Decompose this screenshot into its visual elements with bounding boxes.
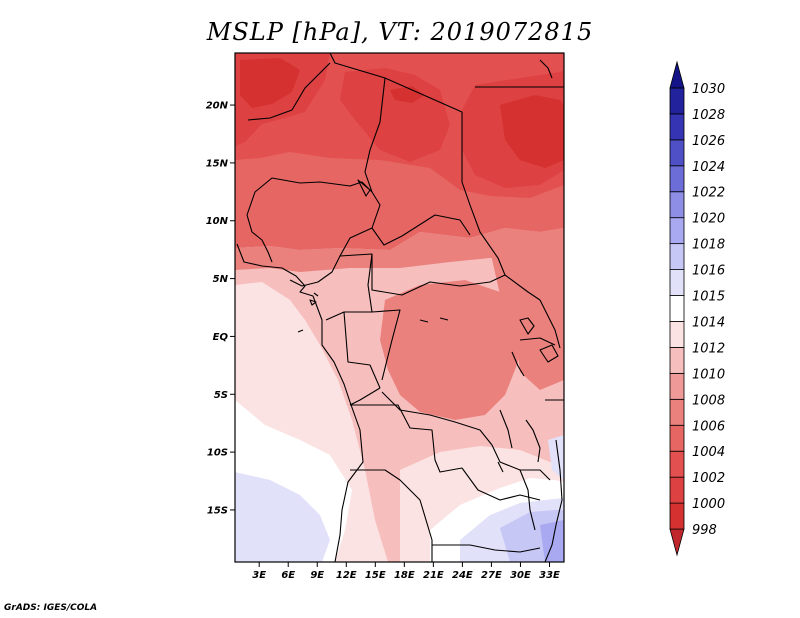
lon-tick-label: 15E: [365, 570, 386, 581]
lon-tick-label: 33E: [539, 570, 560, 581]
lat-tick-label: 5N: [213, 274, 229, 285]
colorbar-swatch: [669, 191, 685, 219]
colorbar-label: 1002: [692, 471, 725, 486]
pressure-field: [235, 53, 564, 562]
colorbar-swatch: [669, 269, 685, 296]
coastline: [236, 59, 563, 562]
lon-tick-label: 12E: [336, 570, 357, 581]
map-axes: 20N 15N 10N 5N EQ 5S 10S 15S 3E 6E 9E 12E 15E 18E 21E 2…: [206, 101, 560, 581]
colorbar-label: 1026: [692, 134, 725, 149]
colorbar-label: 1012: [692, 341, 725, 356]
colorbar-label: 1015: [692, 290, 725, 305]
lon-tick-label: 9E: [310, 570, 324, 581]
lat-tick-label: 10N: [206, 216, 229, 227]
colorbar-label: 1024: [692, 160, 725, 175]
lon-tick-label: 6E: [281, 570, 295, 581]
colorbar-swatch: [669, 139, 685, 167]
lon-tick-label: 27E: [481, 570, 502, 581]
lon-tick-label: 3E: [252, 570, 266, 581]
colorbar-swatch: [669, 476, 685, 504]
colorbar-swatch: [669, 528, 685, 557]
colorbar-label: 1014: [692, 315, 725, 330]
colorbar-label: 1020: [692, 212, 725, 227]
lon-tick-label: 30E: [510, 570, 531, 581]
colorbar-label: 1022: [692, 186, 725, 201]
colorbar-swatch: [669, 113, 685, 141]
colorbar-swatch: [669, 502, 685, 530]
colorbar-swatch: [669, 87, 685, 115]
lat-tick-label: 15N: [206, 158, 229, 169]
colorbar-label: 1004: [692, 445, 725, 460]
lat-tick-label: 20N: [206, 101, 229, 112]
colorbar-swatch: [669, 217, 685, 245]
colorbar-label: 1030: [692, 82, 725, 97]
country-borders: [246, 53, 564, 562]
lat-tick-label: EQ: [213, 332, 229, 343]
colorbar-swatch: [669, 450, 685, 478]
lat-tick-label: 5S: [214, 390, 228, 401]
colorbar-label: 1000: [692, 497, 725, 512]
lon-tick-label: 24E: [452, 570, 473, 581]
colorbar-swatch: [669, 165, 685, 193]
colorbar-swatch: [669, 398, 685, 426]
colorbar-swatch: [669, 295, 685, 322]
colorbar-swatch: [669, 424, 685, 452]
colorbar-swatch: [669, 321, 685, 348]
colorbar-label: 1018: [692, 238, 725, 253]
colorbar-label: 1008: [692, 393, 725, 408]
colorbar-swatch: [669, 60, 685, 89]
lat-tick-label: 10S: [207, 448, 228, 459]
lon-tick-label: 18E: [394, 570, 415, 581]
map-frame: [234, 52, 565, 563]
colorbar-label: 998: [692, 523, 717, 538]
colorbar-label: 1028: [692, 108, 725, 123]
colorbar-swatch: [669, 243, 685, 270]
map-title: MSLP [hPa], VT: 2019072815: [206, 18, 594, 46]
colorbar: 998 1000 1002 1004 1006 1008 1010 1012 1014 1015 1…: [669, 60, 725, 557]
lon-tick-label: 21E: [423, 570, 444, 581]
lat-tick-label: 15S: [207, 505, 228, 516]
colorbar-label: 1010: [692, 367, 725, 382]
colorbar-label: 1016: [692, 264, 725, 279]
colorbar-swatch: [669, 347, 685, 374]
colorbar-label: 1006: [692, 419, 725, 434]
colorbar-swatch: [669, 372, 685, 400]
grads-credit: GrADS: IGES/COLA: [4, 603, 98, 613]
